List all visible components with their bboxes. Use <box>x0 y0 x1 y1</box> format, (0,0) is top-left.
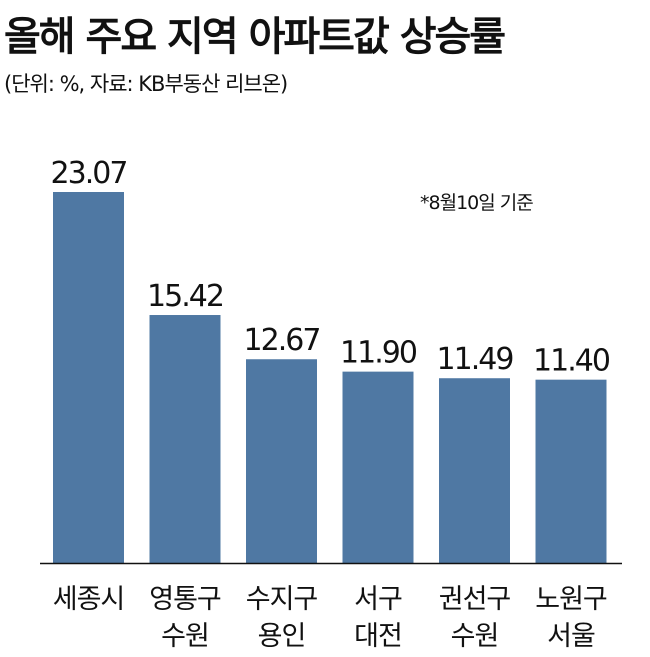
bar-value-label-6: 11.40 <box>533 344 610 379</box>
category-label-6-line-1: 노원구 <box>535 584 607 615</box>
category-label-6-line-2: 서울 <box>547 621 595 652</box>
category-label-3-line-2: 용인 <box>258 621 306 652</box>
chart-note: *8월10일 기준 <box>420 192 534 214</box>
bar-4 <box>342 371 414 563</box>
category-label-5-line-2: 수원 <box>451 621 499 652</box>
category-label-2-line-2: 수원 <box>161 621 209 652</box>
category-label-4-line-1: 서구 <box>354 584 402 615</box>
bar-value-label-2: 15.42 <box>147 279 223 314</box>
bar-6 <box>535 379 607 563</box>
category-label-1-line-1: 세종시 <box>53 584 125 615</box>
category-label-3-line-1: 수지구 <box>246 584 318 615</box>
bar-value-label-1: 23.07 <box>51 156 127 191</box>
bar-5 <box>439 378 510 563</box>
bar-value-label-5: 11.49 <box>437 342 513 377</box>
category-label-2-line-1: 영통구 <box>149 584 221 615</box>
bar-3 <box>246 359 317 563</box>
category-label-4-line-2: 대전 <box>354 621 402 652</box>
bar-2 <box>149 315 221 563</box>
chart-title: 올해 주요 지역 아파트값 상승률 <box>4 14 506 60</box>
bar-value-label-4: 11.90 <box>340 336 417 371</box>
chart-subtitle: (단위: %, 자료: KB부동산 리브온) <box>4 72 288 96</box>
bar-value-label-3: 12.67 <box>244 323 320 358</box>
category-label-5-line-1: 권선구 <box>439 584 511 615</box>
bar-1 <box>53 192 124 563</box>
